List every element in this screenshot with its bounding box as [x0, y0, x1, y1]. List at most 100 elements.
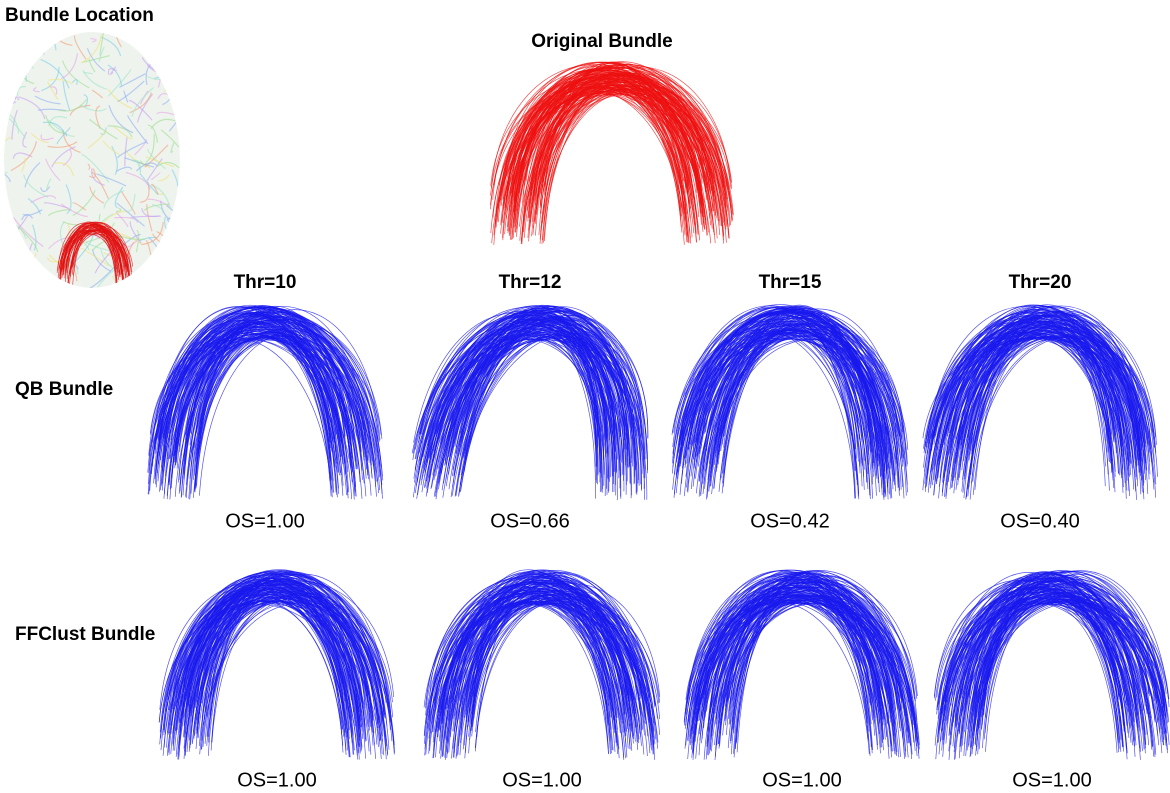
- fiber: [199, 323, 332, 490]
- fiber: [969, 600, 1132, 743]
- brain-fiber: [81, 34, 102, 64]
- fiber: [959, 589, 1136, 747]
- fiber: [929, 322, 1124, 460]
- fiber: [972, 578, 1131, 729]
- brain-fiber: [65, 184, 72, 215]
- fiber: [183, 597, 350, 758]
- fiber: [460, 592, 613, 736]
- fiber: [172, 584, 362, 746]
- fiber: [63, 225, 118, 283]
- fiber: [157, 313, 341, 440]
- fiber: [153, 326, 359, 469]
- brain-fiber: [98, 213, 101, 222]
- brain-fiber: [59, 221, 66, 247]
- brain-fiber: [73, 35, 87, 60]
- original-title: Original Bundle: [531, 31, 672, 52]
- brain-fiber: [72, 190, 96, 217]
- brain-fiber: [4, 108, 26, 139]
- brain-fiber: [48, 78, 73, 85]
- brain-fiber: [82, 70, 107, 90]
- overlap-score: OS=1.00: [762, 769, 842, 791]
- fiber: [426, 309, 618, 501]
- brain-fiber: [98, 46, 105, 63]
- fiber: [717, 306, 878, 476]
- fiber: [536, 73, 700, 215]
- brain-fiber: [81, 247, 110, 267]
- brain-fiber: [58, 98, 88, 112]
- brain-fiber: [154, 55, 161, 65]
- fiber: [709, 309, 878, 482]
- row-label: FFClust Bundle: [15, 624, 155, 645]
- fiber: [958, 322, 1138, 478]
- brain-fiber: [107, 125, 133, 138]
- fiber: [969, 313, 1139, 480]
- fiber-bundle: [56, 221, 134, 288]
- brain-fiber: [4, 171, 8, 175]
- brain-fiber: [44, 158, 61, 182]
- brain-fiber: [156, 161, 180, 169]
- fiber-bundle: [411, 305, 649, 501]
- fiber: [704, 587, 871, 756]
- fiber: [73, 222, 124, 279]
- brain-fiber: [22, 209, 43, 216]
- brain-fiber: [143, 203, 170, 212]
- fiber: [524, 72, 729, 193]
- fiber: [423, 320, 608, 447]
- brain-fiber: [12, 152, 33, 159]
- brain-fiber: [21, 157, 26, 173]
- brain-fiber: [116, 232, 142, 245]
- brain-fiber: [32, 87, 40, 93]
- fiber: [183, 315, 338, 498]
- fiber: [467, 587, 644, 730]
- overlap-score: OS=1.00: [225, 510, 305, 532]
- brain-fiber: [40, 58, 70, 89]
- fiber: [209, 590, 359, 746]
- fiber: [423, 333, 602, 488]
- brain-fiber: [170, 142, 175, 154]
- fiber: [169, 314, 331, 459]
- brain-fiber: [150, 118, 176, 129]
- brain-fiber: [159, 249, 180, 278]
- brain-fiber: [152, 32, 173, 49]
- brain-fiber: [41, 66, 60, 92]
- fiber: [185, 601, 346, 715]
- brain-fiber: [22, 32, 30, 61]
- overlap-score: OS=0.66: [490, 510, 570, 532]
- brain-fiber: [159, 256, 180, 282]
- fiber-bundle: [933, 570, 1170, 760]
- brain-fiber: [22, 131, 28, 148]
- brain-fiber: [48, 208, 72, 217]
- brain-fiber: [129, 92, 152, 114]
- fiber: [705, 328, 863, 500]
- brain-fiber: [135, 162, 158, 172]
- fiber: [528, 84, 720, 242]
- fiber: [950, 311, 1114, 442]
- brain-fiber: [40, 134, 54, 141]
- brain-fiber: [34, 36, 40, 42]
- fiber: [437, 595, 626, 759]
- overlap-score: OS=1.00: [502, 769, 582, 791]
- brain-fiber: [90, 38, 97, 43]
- brain-fiber: [145, 156, 175, 168]
- brain-fiber: [17, 32, 45, 35]
- brain-fiber: [154, 32, 180, 41]
- brain-fiber: [147, 124, 158, 143]
- row-label: QB Bundle: [15, 379, 113, 400]
- fiber: [442, 571, 629, 749]
- brain-fiber: [116, 202, 145, 227]
- fiber: [445, 323, 596, 487]
- brain-fiber: [26, 35, 33, 45]
- brain-fiber: [42, 121, 66, 135]
- brain-fiber: [136, 93, 154, 123]
- brain-fiber: [91, 89, 103, 99]
- brain-fiber: [146, 280, 155, 288]
- brain-fiber: [163, 64, 173, 93]
- fiber: [455, 578, 636, 759]
- brain-fiber: [19, 34, 41, 40]
- fiber: [981, 579, 1139, 728]
- fiber: [934, 579, 1120, 734]
- brain-fiber: [113, 126, 133, 140]
- fiber: [471, 602, 642, 746]
- brain-background: [4, 32, 180, 288]
- brain-fiber: [45, 114, 66, 134]
